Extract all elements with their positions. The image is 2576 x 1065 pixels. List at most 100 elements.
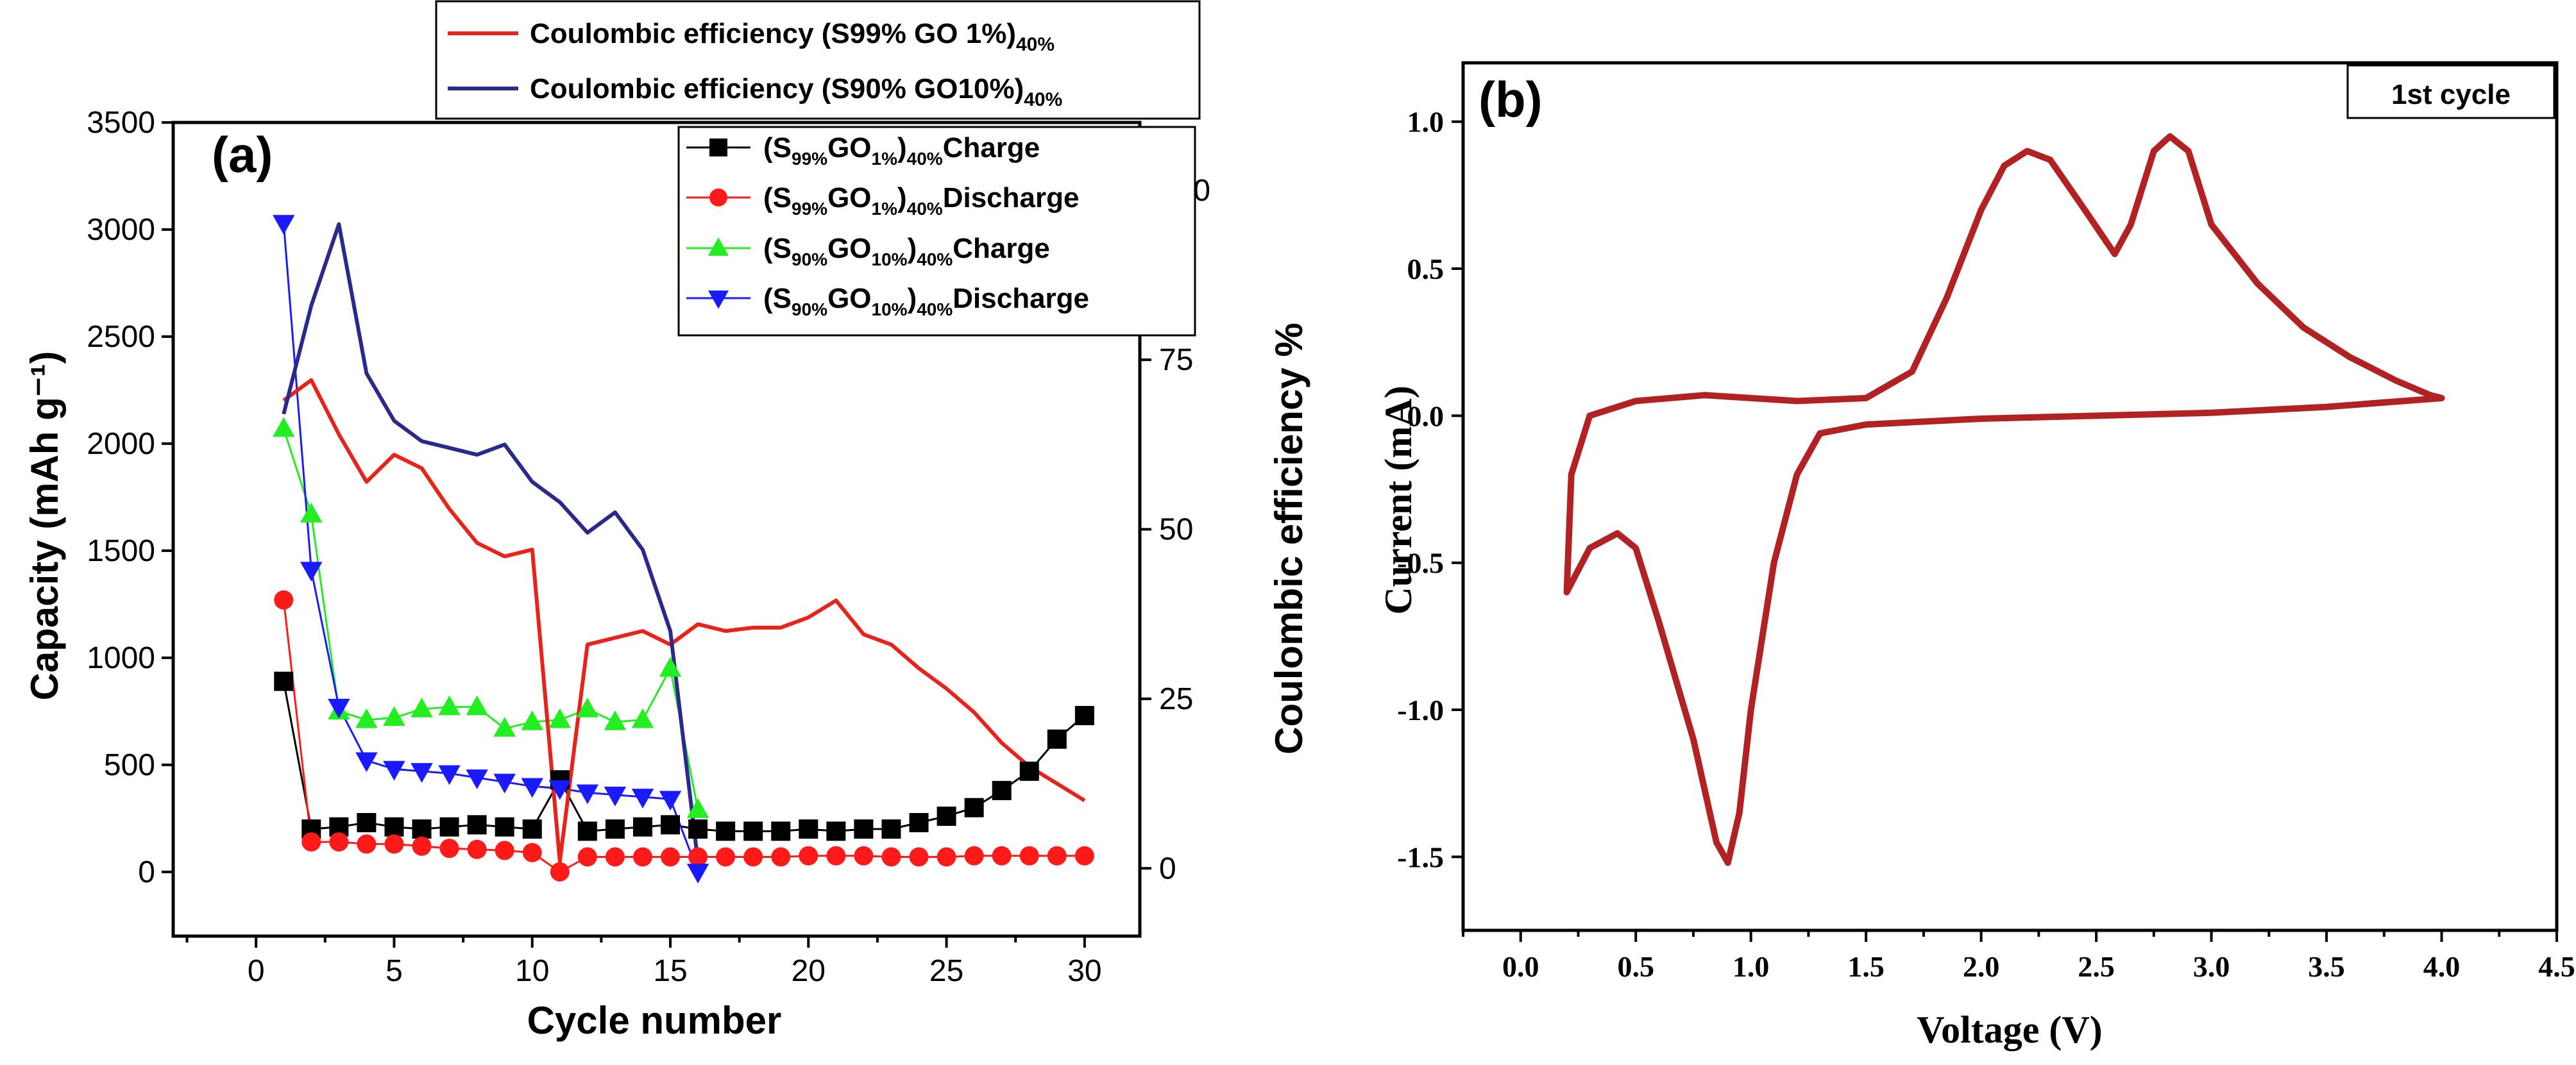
panel-b-y-ticks: -1.5 -1.0 -0.5 0.0 0.5 1.0 [1397,106,1463,873]
panel-a-y2-tick-label: 50 [1159,513,1193,547]
data-point-s90-go10-40-discharge [604,786,627,807]
panel-a-y2-tick-label: 25 [1159,682,1193,716]
panel-a-x-tick-label: 5 [386,954,403,988]
legend-marker [708,290,729,309]
data-point-s90-go10-40-charge [576,698,599,717]
data-point-s90-go10-40-charge [466,695,488,716]
annotation-label: 1st cycle [2391,79,2511,110]
data-point-s99-go1-40-discharge [661,847,681,867]
legend-label: (S90%GO10%)40%Discharge [763,283,1089,319]
data-point-s99-go1-40-charge [522,819,542,839]
annotation-box [2346,64,2555,119]
data-point-s99-go1-40-charge [1019,761,1039,781]
panel-a-y-tick-label: 500 [104,748,155,782]
panel-b-label: (b) [1479,71,1543,128]
data-point-s99-go1-40-discharge [1019,846,1039,866]
data-point-s99-go1-40-discharge [688,847,708,867]
data-point-s99-go1-40-charge [1074,706,1094,726]
panel-b-x-tick-label: 1.0 [1733,950,1770,983]
data-point-s99-go1-40-charge [743,821,763,841]
data-point-s99-go1-40-discharge [1074,846,1094,866]
panel-a-data [272,215,1094,884]
panel-a-y2-tick-label: 0 [1159,851,1176,885]
legend-item-s90-go10-40-discharge: (S90%GO10%)40%Discharge [686,283,1089,319]
data-point-s90-go10-40-discharge [328,698,350,719]
data-point-s90-go10-40-charge [300,503,323,523]
panel-b-y-tick-label: 0.5 [1407,253,1445,285]
panel-a-x-tick-label: 0 [248,954,265,988]
panel-b-x-tick-label: 3.0 [2193,950,2230,983]
panel-b-y-tick-label: -1.0 [1397,694,1444,726]
data-point-s99-go1-40-discharge [329,832,349,852]
panel-a-y-ticks: 0 500 1000 1500 2000 2500 3000 3500 [87,106,173,889]
panel-a-y-tick-label: 2500 [87,320,155,354]
panel-b-x-tick-label: 0.5 [1617,950,1654,983]
data-point-s90-go10-40-charge [604,710,627,730]
data-point-s90-go10-40-charge [355,708,378,728]
series-line-s90-go10-40-charge [282,428,699,810]
panel-a-y-tick-label: 0 [138,855,155,889]
data-point-s90-go10-40-discharge [383,760,405,781]
data-point-s90-go10-40-charge [383,706,405,726]
data-point-s99-go1-40-charge [439,817,459,837]
panel-b-x-tick-label: 2.0 [1963,950,2000,983]
panel-b-y-tick-label: -0.5 [1397,547,1444,580]
data-point-s99-go1-40-charge [881,819,901,839]
data-point-s99-go1-40-discharge [881,847,901,867]
data-point-s99-go1-40-discharge [1047,846,1067,866]
data-point-s99-go1-40-charge [274,671,294,691]
data-point-s99-go1-40-discharge [301,832,321,852]
panel-b-x-tick-label: 1.5 [1847,950,1885,983]
data-point-s99-go1-40-discharge [964,846,984,866]
data-point-s90-go10-40-discharge [548,780,572,800]
data-point-s90-go10-40-discharge [411,763,433,783]
data-point-s99-go1-40-discharge [854,846,874,866]
panel-a-y-tick-label: 3000 [87,213,155,247]
data-point-s90-go10-40-charge [548,708,572,728]
data-point-s99-go1-40-charge [992,780,1012,800]
data-point-s99-go1-40-charge [495,817,514,837]
data-point-s99-go1-40-charge [467,815,487,835]
data-point-s99-go1-40-charge [909,813,929,833]
panel-a-x-axis-label: Cycle number [527,999,782,1042]
data-point-s90-go10-40-discharge [438,765,461,785]
data-point-s99-go1-40-charge [854,819,874,839]
panel-a-y2-axis-label: Coulombic efficiency % [1267,323,1310,754]
legend-label: (S90%GO10%)40%Charge [763,233,1050,269]
panel-a-x-tick-label: 15 [653,954,687,988]
data-point-s99-go1-40-discharge [467,839,487,859]
panel-b: 0.0 0.5 1.0 1.5 2.0 2.5 3.0 3.5 4.0 4.5 -1.5-1.0-… [1377,61,2575,1051]
data-point-s99-go1-40-charge [799,819,818,839]
panel-b-x-ticks: 0.0 0.5 1.0 1.5 2.0 2.5 3.0 3.5 4.0 4.5 [1462,930,2575,983]
data-point-s90-go10-40-discharge [659,791,682,811]
panel-b-x-tick-label: 2.5 [2078,950,2115,983]
legend-label: (S99%GO1%)40%Discharge [763,182,1079,219]
data-point-s90-go10-40-charge [272,417,295,437]
data-point-s90-go10-40-discharge [466,769,488,789]
cv-curve [1563,133,2445,866]
data-point-s90-go10-40-discharge [521,778,543,798]
data-point-s99-go1-40-charge [577,821,597,841]
legend-marker [709,189,727,206]
panel-b-x-tick-label: 4.0 [2423,950,2461,983]
data-point-s99-go1-40-discharge [716,847,736,867]
efficiency-line-coulombic-efficiency-s90-go10-40 [282,222,700,862]
data-point-s99-go1-40-charge [1047,729,1067,749]
panel-a-y-tick-label: 1500 [87,534,155,568]
panel-b-y-axis-label: Current (mA) [1377,385,1419,614]
panel-a-x-ticks: 0 5 10 15 20 25 30 [185,936,1102,988]
data-point-s99-go1-40-discharge [439,839,459,859]
efficiency-legend-box [435,0,1201,120]
data-point-s99-go1-40-discharge [550,862,570,882]
data-point-s99-go1-40-charge [412,819,432,839]
data-point-s90-go10-40-charge [686,798,709,818]
legend-label-efficiency-s90: Coulombic efficiency (S90% GO10%)40% [530,73,1062,110]
data-point-s90-go10-40-discharge [272,215,295,235]
data-point-s99-go1-40-discharge [992,846,1012,866]
data-point-s99-go1-40-charge [964,798,984,818]
panel-b-x-tick-label: 4.5 [2538,950,2575,983]
data-point-s90-go10-40-charge [493,717,516,737]
data-point-s99-go1-40-charge [826,821,846,841]
legend-label-efficiency-s99: Coulombic efficiency (S99% GO 1%)40% [530,18,1055,55]
